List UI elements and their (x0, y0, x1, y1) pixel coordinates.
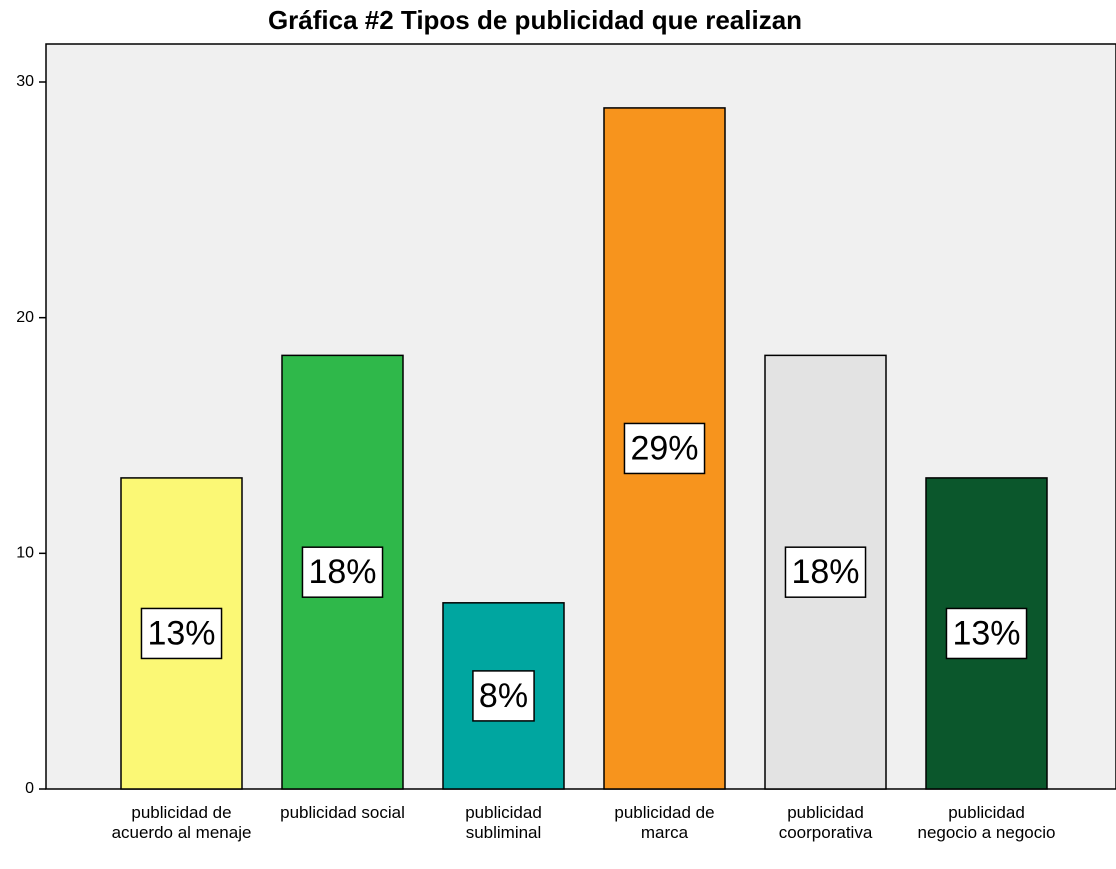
value-label: 18% (308, 553, 376, 591)
value-label: 13% (952, 614, 1020, 652)
value-label-box (301, 546, 384, 598)
x-tick-label: publicidad negocio a negocio (917, 803, 1056, 842)
chart-title: Gráfica #2 Tipos de publicidad que reali… (268, 5, 802, 35)
x-tick-label: publicidad coorporativa (778, 803, 873, 842)
y-tick-label: 10 (16, 545, 34, 562)
y-tick-label: 30 (16, 73, 34, 90)
y-tick-label: 0 (25, 780, 34, 797)
value-label: 8% (479, 677, 528, 715)
value-label: 29% (630, 429, 698, 467)
y-tick-label: 20 (16, 309, 34, 326)
value-label: 13% (147, 614, 215, 652)
value-label: 18% (791, 553, 859, 591)
x-tick-label: publicidad de marca (614, 803, 715, 842)
value-label-box (472, 670, 535, 722)
value-label-box (784, 546, 867, 598)
value-label-box (140, 607, 223, 660)
value-label-box (945, 607, 1028, 660)
x-tick-label: publicidad social (280, 803, 405, 822)
x-tick-label: publicidad subliminal (465, 803, 542, 842)
value-label-box (623, 422, 706, 475)
x-tick-label: publicidad de acuerdo al menaje (111, 803, 252, 842)
